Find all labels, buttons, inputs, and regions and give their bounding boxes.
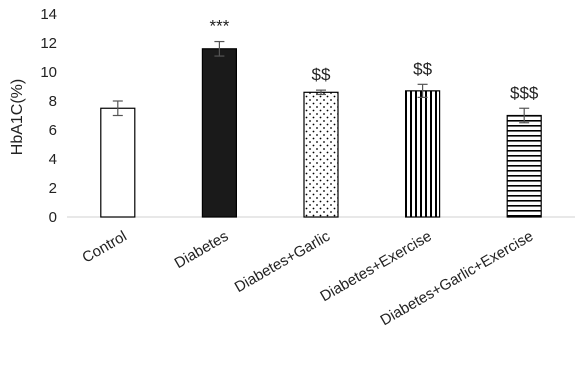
significance-label: $$	[413, 59, 432, 78]
significance-label: $$$	[510, 83, 539, 102]
x-category-label: Diabetes+Garlic	[232, 227, 334, 296]
significance-label: $$	[312, 65, 331, 84]
y-axis-title: HbA1C(%)	[9, 79, 26, 155]
y-tick-label: 4	[49, 151, 57, 168]
x-category-label: Control	[79, 228, 129, 267]
bar-diabetes-exercise	[405, 90, 441, 218]
bar-diabetes-garlic	[303, 91, 339, 218]
y-tick-label: 6	[49, 122, 57, 139]
y-tick-label: 2	[49, 180, 57, 197]
y-tick-label: 14	[40, 6, 57, 23]
x-axis-labels: Control Diabetes Diabetes+GarlicDiabetes+E…	[79, 227, 536, 329]
y-tick-label: 0	[49, 209, 57, 226]
error-bars	[112, 40, 530, 124]
y-tick-label: 10	[40, 64, 57, 81]
y-tick-label: 12	[40, 35, 57, 52]
bar-diabetes-garlic-exercise	[506, 114, 542, 218]
bar-diabetes	[201, 48, 237, 218]
y-tick-label: 8	[49, 93, 57, 110]
bar-control	[100, 107, 136, 218]
y-axis: 0 2 4 6 8 10 12 14	[40, 6, 57, 226]
significance-label: ***	[209, 17, 229, 36]
bars	[100, 48, 542, 218]
x-category-label: Diabetes	[172, 228, 232, 272]
significance-annotations: ***$$ $$$$$	[209, 17, 538, 103]
